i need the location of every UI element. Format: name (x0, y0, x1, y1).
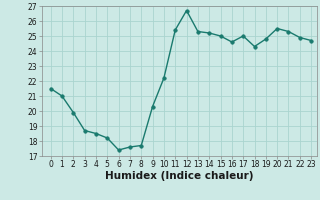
X-axis label: Humidex (Indice chaleur): Humidex (Indice chaleur) (105, 171, 253, 181)
